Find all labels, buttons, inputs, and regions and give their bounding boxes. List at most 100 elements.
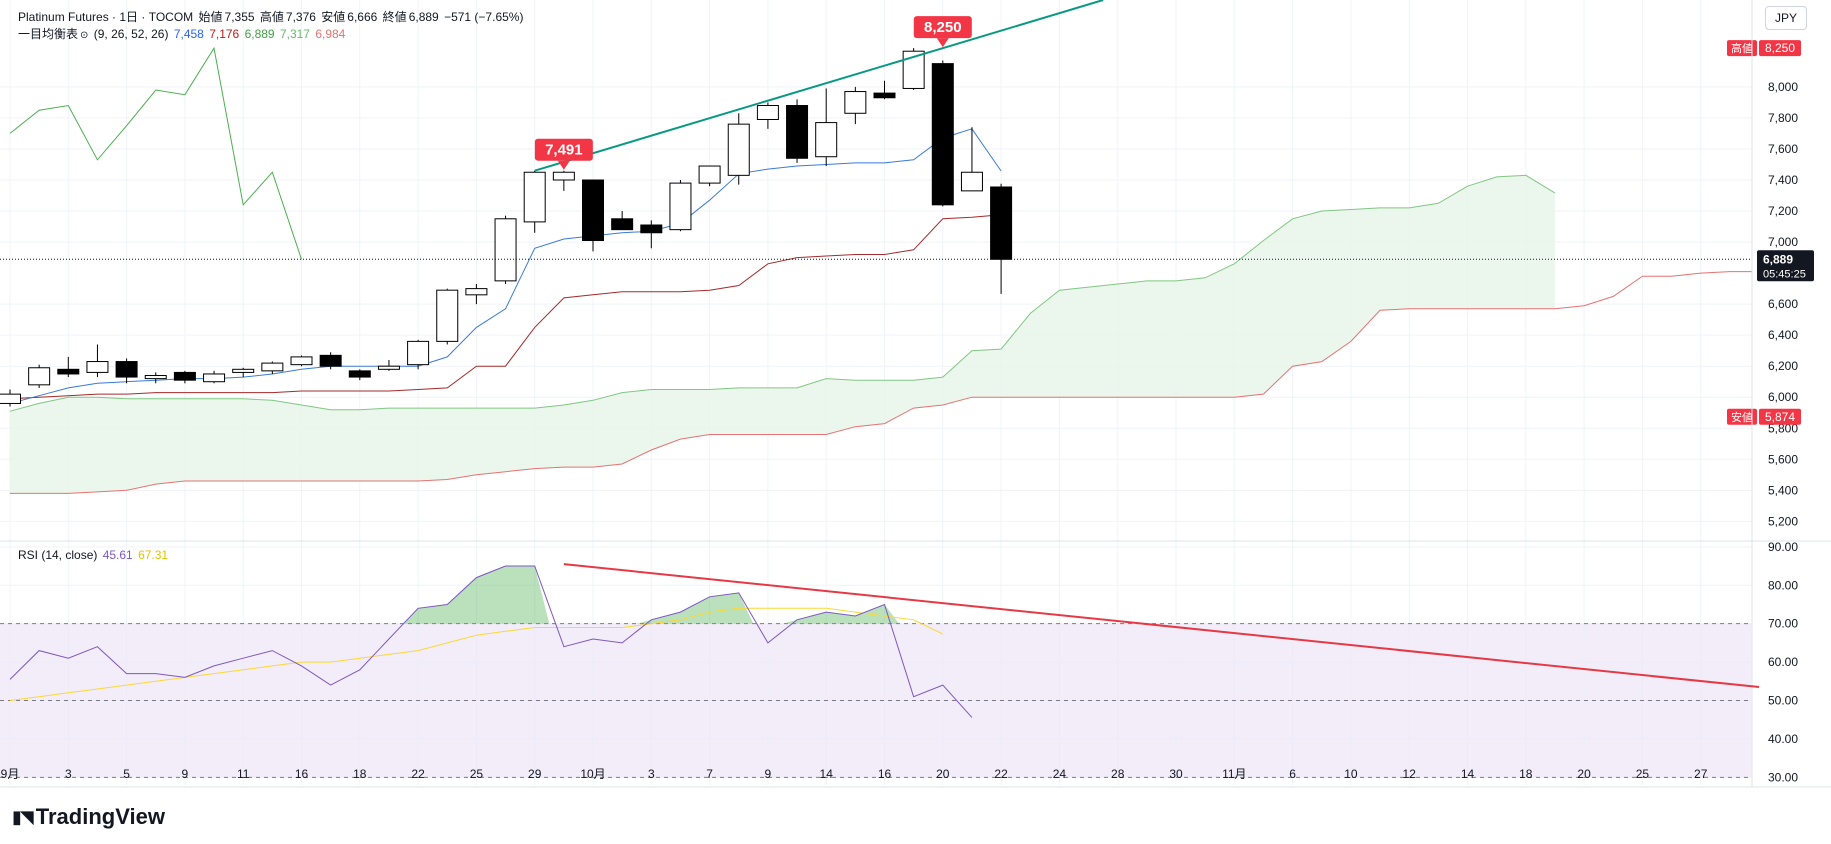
low-tag-box (1727, 408, 1757, 425)
ichimoku-name: 一目均衡表 (18, 27, 79, 41)
price-axis-tick: 6,600 (1768, 297, 1798, 311)
candle-up (902, 50, 925, 89)
time-axis-tick: 9 (182, 767, 189, 781)
senkou-span-a-line (9, 174, 1556, 412)
price-legend: Platinum Futures · 1日 · TOCOM 始値 7,355 高値… (18, 8, 525, 25)
time-axis-tick: 16 (295, 767, 309, 781)
callout-label: 8,250 (924, 19, 962, 36)
candle-up (465, 288, 488, 296)
callout-pointer (936, 38, 949, 48)
time-axis-tick: 9月 (1, 767, 20, 781)
candle-down (173, 371, 196, 381)
change-value: −571 (−7.65%) (444, 10, 524, 24)
price-axis-tick: 8,000 (1768, 80, 1798, 94)
price-axis-tick: 7,600 (1768, 142, 1798, 156)
candle-down (990, 186, 1013, 260)
rsi-axis-tick: 40.00 (1768, 732, 1798, 746)
candle-up (494, 218, 517, 282)
price-axis-tick: 7,800 (1768, 111, 1798, 125)
high-tag-box (1727, 40, 1757, 57)
ichimoku-params: (9, 26, 52, 26) (93, 27, 169, 41)
candle-up (844, 91, 867, 114)
rsi-line (9, 565, 973, 718)
time-axis-tick: 18 (353, 767, 367, 781)
time-axis-tick: 20 (936, 767, 950, 781)
time-axis-tick: 22 (411, 767, 425, 781)
candle-down (582, 179, 604, 242)
time-axis-tick: 10 (1344, 767, 1358, 781)
time-axis-tick: 14 (1461, 767, 1475, 781)
rsi-value: 45.61 (102, 548, 133, 562)
kijun-value: 7,176 (209, 27, 240, 41)
candle-down (319, 354, 342, 367)
time-axis-tick: 5 (123, 767, 130, 781)
candle-up (727, 123, 750, 176)
high-label: 高値 (259, 10, 284, 24)
candle-up (144, 375, 167, 380)
kijun-sen-line (9, 214, 1002, 400)
candle-down (786, 105, 809, 159)
rsi-name: RSI (14, close) (18, 548, 98, 562)
candle-up (407, 340, 430, 366)
ichimoku-legend: 一目均衡表 ⊙ (9, 26, 52, 26) 7,458 7,176 6,889… (18, 25, 347, 42)
time-axis-tick: 11 (237, 767, 250, 781)
currency-button[interactable]: JPY (1765, 6, 1807, 30)
time-axis-tick: 3 (648, 767, 655, 781)
time-axis-tick: 14 (820, 767, 834, 781)
candle-down (57, 368, 80, 375)
candle-up (203, 373, 226, 383)
tradingview-brand: TradingView (35, 804, 165, 829)
candle-up (28, 367, 51, 386)
rsi-axis-tick: 60.00 (1768, 655, 1798, 669)
price-axis-tick: 6,200 (1768, 359, 1798, 373)
time-axis-tick: 18 (1519, 767, 1533, 781)
high-tag-label: 高値 (1731, 41, 1753, 55)
candle-up (756, 105, 779, 120)
rsi-legend: RSI (14, close) 45.61 67.31 (18, 548, 170, 562)
time-axis-tick: 7 (706, 767, 713, 781)
time-axis-tick: 16 (878, 767, 892, 781)
candle-up (960, 171, 983, 192)
tradingview-logo[interactable]: ▮◥ TradingView (12, 804, 165, 830)
candle-up (290, 356, 313, 366)
time-axis-tick: 27 (1694, 767, 1708, 781)
tradingview-logo-icon: ▮◥ (12, 806, 34, 827)
rsi-ma-value: 67.31 (138, 548, 169, 562)
rsi-band (0, 623, 1752, 778)
rsi-axis-tick: 70.00 (1768, 617, 1798, 631)
chikou-span-line (9, 46, 302, 260)
time-axis-tick: 10月 (580, 767, 605, 781)
low-value: 6,666 (347, 10, 378, 24)
candle-down (611, 218, 634, 231)
open-value: 7,355 (224, 10, 255, 24)
time-axis-tick: 29 (528, 767, 542, 781)
callout-label: 7,491 (545, 142, 583, 159)
callout-box (913, 16, 972, 39)
rsi-axis-tick: 80.00 (1768, 578, 1798, 592)
price-axis-tick: 5,200 (1768, 514, 1798, 528)
price-axis-tick: 6,400 (1768, 328, 1798, 342)
candle-up (815, 122, 838, 158)
time-axis-tick: 25 (470, 767, 484, 781)
callout-pointer (557, 160, 570, 170)
candle-up (698, 165, 721, 184)
rsi-overbought-fill (403, 566, 550, 624)
time-axis-tick: 24 (1053, 767, 1067, 781)
rsi-axis-tick: 50.00 (1768, 693, 1798, 707)
time-axis-tick: 28 (1111, 767, 1125, 781)
low-value-box (1759, 408, 1801, 425)
candle-down (640, 224, 663, 234)
tenkan-value: 7,458 (173, 27, 204, 41)
price-axis-tick: 5,600 (1768, 452, 1798, 466)
candle-up (523, 171, 546, 223)
eye-icon[interactable]: ⊙ (80, 30, 89, 41)
open-label: 始値 (198, 10, 223, 24)
time-axis-tick: 20 (1577, 767, 1591, 781)
low-tag-label: 安値 (1731, 410, 1753, 424)
last-price-value: 6,889 (1763, 252, 1793, 266)
candle-up (436, 289, 459, 342)
last-price-box (1757, 250, 1814, 282)
price-axis-tick: 7,200 (1768, 204, 1798, 218)
high-value-label: 8,250 (1765, 41, 1795, 55)
